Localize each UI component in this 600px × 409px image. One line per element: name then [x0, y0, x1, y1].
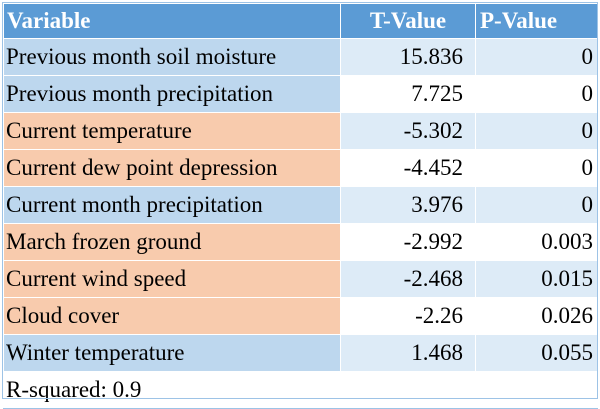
- p-value-cell: 0: [475, 112, 598, 150]
- variable-cell: Current month precipitation: [3, 186, 341, 224]
- p-value-cell: 0.026: [475, 297, 598, 335]
- variable-cell: Previous month precipitation: [3, 75, 341, 113]
- table-row: Previous month soil moisture 15.836 0: [3, 38, 598, 76]
- p-value-cell: 0.015: [475, 260, 598, 298]
- variable-cell: Current wind speed: [3, 260, 341, 298]
- header-variable: Variable: [3, 3, 341, 39]
- variable-cell: Current dew point depression: [3, 149, 341, 187]
- table-row: March frozen ground -2.992 0.003: [3, 223, 598, 261]
- variable-cell: Current temperature: [3, 112, 341, 150]
- t-value-cell: -2.992: [340, 223, 476, 261]
- p-value-cell: 0: [475, 186, 598, 224]
- t-value-cell: -5.302: [340, 112, 476, 150]
- t-value-cell: -4.452: [340, 149, 476, 187]
- table-row: Cloud cover -2.26 0.026: [3, 297, 598, 335]
- header-p-value: P-Value: [475, 3, 598, 39]
- table-row: Previous month precipitation 7.725 0: [3, 75, 598, 113]
- footer-row: R-squared: 0.9: [3, 371, 598, 409]
- regression-table: Variable T-Value P-Value Previous month …: [3, 3, 598, 409]
- t-value-cell: 7.725: [340, 75, 476, 113]
- variable-cell: Previous month soil moisture: [3, 38, 341, 76]
- table-row: Current month precipitation 3.976 0: [3, 186, 598, 224]
- table-body: Previous month soil moisture 15.836 0 Pr…: [3, 38, 598, 409]
- table-row: Current dew point depression -4.452 0: [3, 149, 598, 187]
- p-value-cell: 0: [475, 38, 598, 76]
- t-value-cell: 15.836: [340, 38, 476, 76]
- p-value-cell: 0.003: [475, 223, 598, 261]
- variable-cell: Cloud cover: [3, 297, 341, 335]
- p-value-cell: 0: [475, 149, 598, 187]
- t-value-cell: -2.468: [340, 260, 476, 298]
- r-squared-label: R-squared: 0.9: [3, 371, 598, 409]
- p-value-cell: 0: [475, 75, 598, 113]
- t-value-cell: 3.976: [340, 186, 476, 224]
- table-row: Current wind speed -2.468 0.015: [3, 260, 598, 298]
- header-row: Variable T-Value P-Value: [3, 3, 598, 39]
- p-value-cell: 0.055: [475, 334, 598, 372]
- variable-cell: Winter temperature: [3, 334, 341, 372]
- header-t-value: T-Value: [340, 3, 476, 39]
- table-row: Winter temperature 1.468 0.055: [3, 334, 598, 372]
- t-value-cell: -2.26: [340, 297, 476, 335]
- t-value-cell: 1.468: [340, 334, 476, 372]
- variable-cell: March frozen ground: [3, 223, 341, 261]
- table-row: Current temperature -5.302 0: [3, 112, 598, 150]
